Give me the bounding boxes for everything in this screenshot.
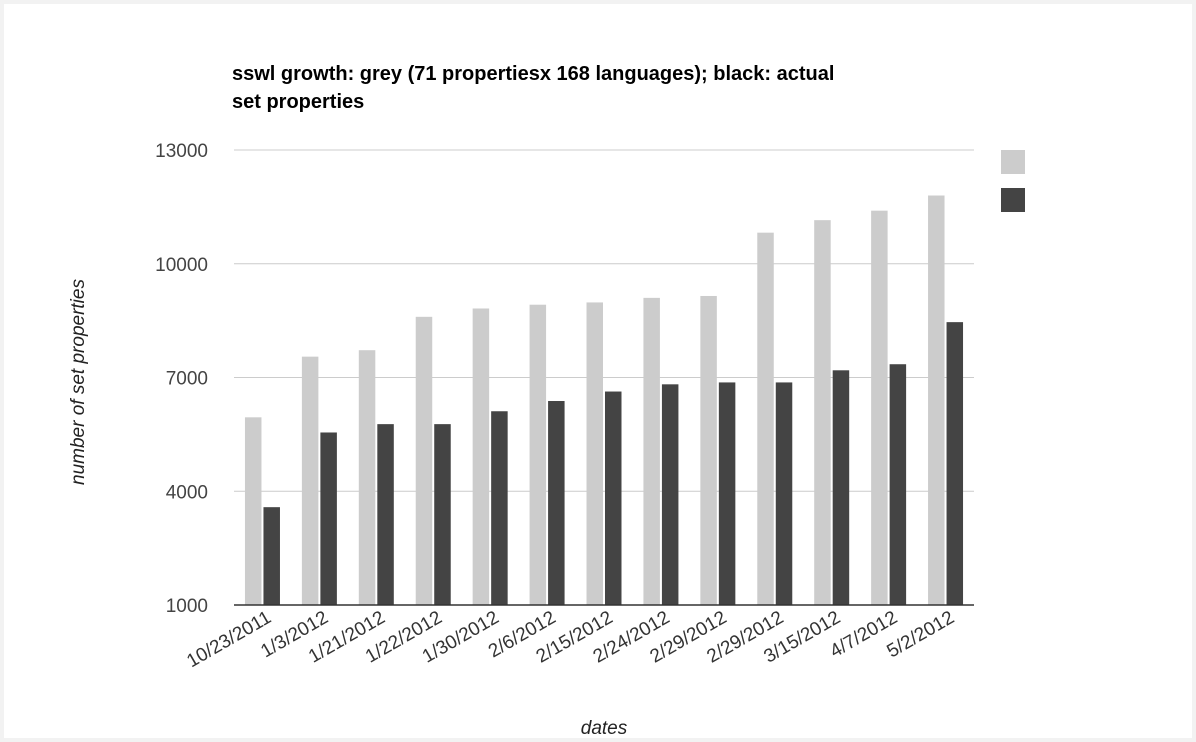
bar xyxy=(661,384,679,605)
bar xyxy=(775,382,793,605)
bar xyxy=(757,232,774,606)
bars xyxy=(244,195,964,606)
bar xyxy=(548,401,565,605)
bar xyxy=(491,411,508,605)
bar xyxy=(814,220,831,606)
bar xyxy=(434,424,451,605)
y-tick-label: 7000 xyxy=(166,369,208,390)
y-tick-label: 13000 xyxy=(155,141,208,162)
bar xyxy=(472,308,490,605)
bar xyxy=(946,322,964,605)
x-axis-title: dates xyxy=(581,718,628,738)
bar xyxy=(700,295,717,605)
bar xyxy=(377,424,394,605)
chart-frame: sswl growth: grey (71 propertiesx 168 la… xyxy=(4,4,1192,738)
bar xyxy=(415,316,433,605)
bar xyxy=(889,364,907,605)
y-tick-label: 1000 xyxy=(166,596,208,617)
bar xyxy=(832,370,850,605)
bar xyxy=(928,195,945,605)
bar xyxy=(605,391,622,605)
bar xyxy=(244,417,262,605)
x-tick-labels: 10/23/20111/3/20121/21/20121/22/20121/30… xyxy=(183,607,958,672)
y-tick-label: 4000 xyxy=(166,482,208,503)
bar xyxy=(301,356,319,605)
bar xyxy=(643,297,660,605)
chart-title-line-2: set properties xyxy=(232,91,364,113)
gridlines xyxy=(234,149,974,492)
bar xyxy=(586,302,603,605)
y-tick-label: 10000 xyxy=(155,255,208,276)
legend xyxy=(1001,150,1025,212)
bar-chart: sswl growth: grey (71 propertiesx 168 la… xyxy=(68,63,1025,738)
chart-title-line-1: sswl growth: grey (71 propertiesx 168 la… xyxy=(232,63,834,85)
bar xyxy=(320,432,337,605)
y-tick-labels: 1000 4000 7000 10000 13000 xyxy=(155,141,208,617)
legend-swatch xyxy=(1001,188,1025,212)
bar xyxy=(718,382,736,605)
y-axis-title: number of set properties xyxy=(68,279,89,485)
bar xyxy=(263,507,280,605)
bar xyxy=(529,304,547,605)
legend-swatch xyxy=(1001,150,1025,174)
bar xyxy=(358,350,376,605)
bar xyxy=(871,210,888,605)
